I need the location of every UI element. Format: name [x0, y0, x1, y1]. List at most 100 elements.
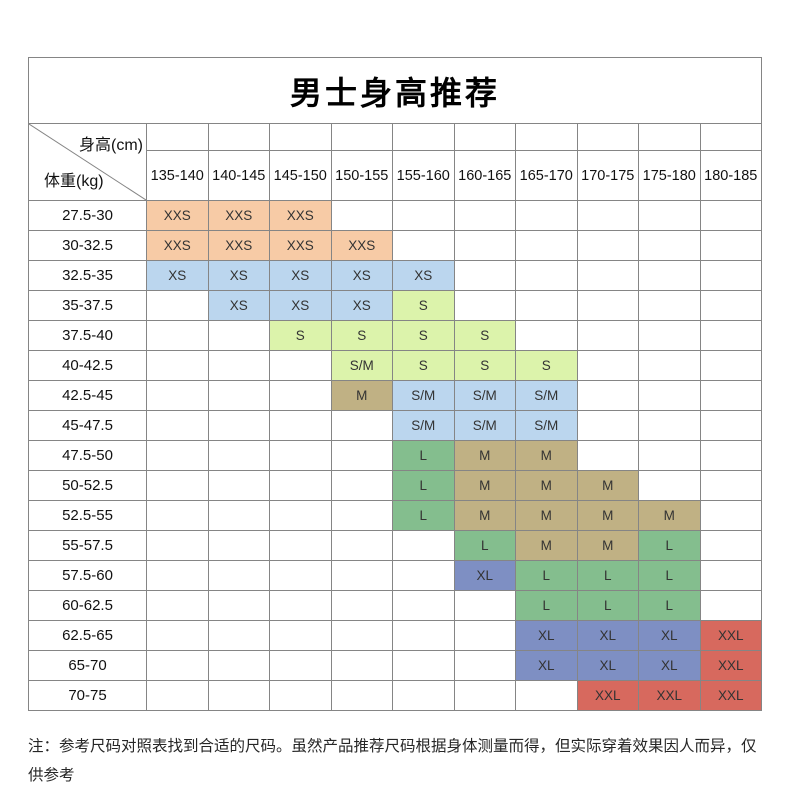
weight-range-label: 30-32.5	[28, 230, 147, 261]
size-cell: M	[515, 530, 578, 561]
size-cell: XS	[330, 260, 393, 291]
table-row: 70-75 XXL XXL XXL	[28, 680, 762, 711]
size-cell: S	[392, 350, 455, 381]
size-cell: M	[453, 440, 516, 471]
weight-range-label: 52.5-55	[28, 500, 147, 531]
weight-range-label: 65-70	[28, 650, 147, 681]
column-header: 155-160	[392, 150, 455, 201]
empty-cell	[576, 440, 639, 471]
empty-cell	[269, 440, 332, 471]
size-cell: XXS	[146, 230, 209, 261]
header-spacer-row: 身高(cm) 体重(kg)	[28, 123, 762, 201]
empty-cell	[638, 230, 701, 261]
empty-cell	[207, 410, 270, 441]
header-spacer-cell	[146, 123, 209, 151]
empty-cell	[392, 560, 455, 591]
weight-range-label: 62.5-65	[28, 620, 147, 651]
empty-cell	[515, 230, 578, 261]
empty-cell	[146, 290, 209, 321]
empty-cell	[269, 620, 332, 651]
empty-cell	[392, 680, 455, 711]
empty-cell	[515, 680, 578, 711]
column-header: 160-165	[453, 150, 516, 201]
empty-cell	[453, 260, 516, 291]
table-row: 52.5-55 L M M M M	[28, 500, 762, 531]
size-cell: S/M	[392, 410, 455, 441]
empty-cell	[269, 650, 332, 681]
empty-cell	[146, 410, 209, 441]
empty-cell	[146, 380, 209, 411]
weight-range-label: 60-62.5	[28, 590, 147, 621]
axis-corner-cell: 身高(cm) 体重(kg)	[28, 123, 147, 201]
empty-cell	[453, 230, 516, 261]
size-cell: L	[392, 500, 455, 531]
weight-range-label: 40-42.5	[28, 350, 147, 381]
size-cell: S	[453, 350, 516, 381]
empty-cell	[269, 380, 332, 411]
column-header: 180-185	[699, 150, 762, 201]
table-row: 57.5-60 XL L L L	[28, 560, 762, 591]
empty-cell	[146, 530, 209, 561]
size-cell: L	[576, 560, 639, 591]
empty-cell	[207, 440, 270, 471]
empty-cell	[330, 650, 393, 681]
empty-cell	[146, 680, 209, 711]
empty-cell	[392, 230, 455, 261]
weight-range-label: 42.5-45	[28, 380, 147, 411]
empty-cell	[146, 350, 209, 381]
empty-cell	[699, 560, 762, 591]
empty-cell	[392, 620, 455, 651]
empty-cell	[392, 650, 455, 681]
header-spacer-cell	[576, 123, 639, 151]
empty-cell	[269, 500, 332, 531]
size-cell: L	[638, 530, 701, 561]
empty-cell	[638, 200, 701, 231]
column-header: 175-180	[638, 150, 701, 201]
table-row: 65-70 XL XL XL XXL	[28, 650, 762, 681]
size-cell: L	[638, 590, 701, 621]
column-header: 150-155	[330, 150, 393, 201]
empty-cell	[699, 440, 762, 471]
empty-cell	[576, 260, 639, 291]
size-cell: XXS	[207, 230, 270, 261]
empty-cell	[392, 590, 455, 621]
empty-cell	[515, 290, 578, 321]
empty-cell	[207, 380, 270, 411]
size-cell: M	[576, 470, 639, 501]
header-spacer-cell	[269, 123, 332, 151]
empty-cell	[207, 530, 270, 561]
empty-cell	[207, 590, 270, 621]
empty-cell	[146, 620, 209, 651]
empty-cell	[638, 440, 701, 471]
size-cell: L	[515, 560, 578, 591]
weight-range-label: 37.5-40	[28, 320, 147, 351]
empty-cell	[392, 200, 455, 231]
size-cell: XXL	[576, 680, 639, 711]
weight-range-label: 57.5-60	[28, 560, 147, 591]
size-cell: XS	[330, 290, 393, 321]
weight-range-label: 45-47.5	[28, 410, 147, 441]
empty-cell	[330, 200, 393, 231]
empty-cell	[269, 350, 332, 381]
empty-cell	[515, 320, 578, 351]
table-row: 45-47.5 S/M S/M S/M	[28, 410, 762, 441]
weight-range-label: 35-37.5	[28, 290, 147, 321]
size-cell: XL	[638, 650, 701, 681]
size-cell: XS	[207, 290, 270, 321]
empty-cell	[576, 290, 639, 321]
empty-cell	[699, 320, 762, 351]
empty-cell	[576, 320, 639, 351]
size-cell: XXS	[207, 200, 270, 231]
weight-range-label: 27.5-30	[28, 200, 147, 231]
empty-cell	[699, 530, 762, 561]
empty-cell	[453, 590, 516, 621]
size-cell: XXS	[330, 230, 393, 261]
size-cell: XXS	[269, 230, 332, 261]
size-cell: M	[453, 470, 516, 501]
footnote: 注：参考尺码对照表找到合适的尺码。虽然产品推荐尺码根据身体测量而得，但实际穿着效…	[28, 738, 757, 784]
header-spacer-cell	[699, 123, 762, 151]
empty-cell	[576, 350, 639, 381]
table-row: 35-37.5 XS XS XS S	[28, 290, 762, 321]
table-row: 32.5-35 XS XS XS XS XS	[28, 260, 762, 291]
size-cell: M	[576, 500, 639, 531]
